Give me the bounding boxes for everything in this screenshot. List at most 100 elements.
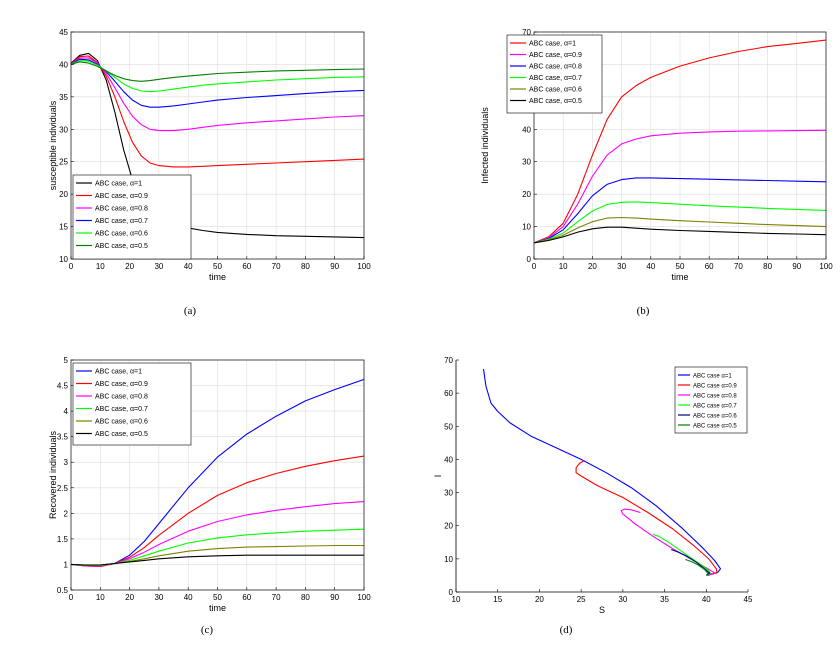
panel-d-phase-portrait: 10 15 20 25 30 35 40 45010203040506070SI(d)ABC … xyxy=(433,356,753,636)
x-tick-label: 40 xyxy=(184,262,193,271)
y-tick-label: 30 xyxy=(444,489,453,498)
x-tick-label: 25 xyxy=(577,595,586,604)
x-tick-label: 0 xyxy=(69,593,74,602)
legend-entry-2: ABC case α=0.9 xyxy=(693,384,737,390)
series-line-3 xyxy=(533,177,827,244)
y-tick-label: 10 xyxy=(522,223,531,232)
series-line-5 xyxy=(533,216,827,244)
panel-caption: (d) xyxy=(560,624,573,636)
series-line-6 xyxy=(685,558,709,576)
x-tick-label: 15 xyxy=(493,595,502,604)
y-tick-label: 0.5 xyxy=(57,586,69,595)
panel-caption: (c) xyxy=(201,624,214,636)
legend-entry-5: ABC case α=0.6 xyxy=(693,414,737,420)
legend-entry-6: ABC case, α=0.5 xyxy=(95,431,148,438)
series-line-4 xyxy=(652,533,712,576)
y-axis-label: susceptible individuals xyxy=(48,100,58,190)
legend-entry-6: ABC case α=0.5 xyxy=(693,424,737,430)
y-tick-label: 10 xyxy=(444,555,453,564)
legend-entry-6: ABC case, α=0.5 xyxy=(95,243,148,250)
y-tick-label: 15 xyxy=(59,223,68,232)
x-tick-label: 45 xyxy=(744,595,753,604)
legend-entry-2: ABC case, α=0.9 xyxy=(529,52,582,59)
y-tick-label: 4.5 xyxy=(57,382,69,391)
x-tick-label: 100 xyxy=(819,262,833,271)
y-tick-label: 10 xyxy=(59,255,68,264)
y-tick-label: 60 xyxy=(444,389,453,398)
x-tick-label: 50 xyxy=(676,262,685,271)
legend-entry-2: ABC case, α=0.9 xyxy=(95,193,148,200)
y-tick-label: 40 xyxy=(59,60,68,69)
x-tick-label: 0 xyxy=(532,262,537,271)
x-tick-label: 70 xyxy=(272,262,281,271)
x-tick-label: 90 xyxy=(792,262,801,271)
x-tick-label: 100 xyxy=(357,593,371,602)
series-line-2 xyxy=(533,129,827,244)
series-line-1 xyxy=(482,368,722,576)
legend-entry-4: ABC case, α=0.7 xyxy=(95,406,148,413)
y-tick-label: 5 xyxy=(64,356,69,365)
series-line-6 xyxy=(533,226,827,244)
legend-entry-5: ABC case, α=0.6 xyxy=(95,231,148,238)
x-tick-label: 10 xyxy=(96,262,105,271)
x-tick-label: 60 xyxy=(242,593,251,602)
x-tick-label: 40 xyxy=(702,595,711,604)
legend-entry-1: ABC case, α=1 xyxy=(529,41,576,48)
legend-entry-1: ABC case, α=1 xyxy=(95,181,142,188)
legend-entry-2: ABC case, α=0.9 xyxy=(95,381,148,388)
x-tick-label: 100 xyxy=(357,262,371,271)
panel-b-infected-chart: 0102030405060708090100010203040506070tim… xyxy=(480,28,833,317)
x-tick-label: 80 xyxy=(301,593,310,602)
x-tick-label: 20 xyxy=(125,593,134,602)
legend: ABC case, α=1 ABC case, α=0.9 ABC case, α=… xyxy=(72,174,192,260)
y-tick-label: 3.5 xyxy=(57,433,69,442)
y-tick-label: 50 xyxy=(444,422,453,431)
x-axis-label: time xyxy=(671,272,688,282)
y-tick-label: 0 xyxy=(527,255,532,264)
x-tick-label: 50 xyxy=(213,593,222,602)
legend-entry-4: ABC case, α=0.7 xyxy=(529,75,582,82)
y-tick-label: 2 xyxy=(64,509,69,518)
y-tick-label: 45 xyxy=(59,28,68,37)
legend: ABC case, α=1 ABC case, α=0.9 ABC case, α=… xyxy=(72,362,192,446)
x-tick-label: 10 xyxy=(452,595,461,604)
x-tick-label: 10 xyxy=(559,262,568,271)
legend: ABC case, α=1 ABC case, α=0.9 ABC case, α=… xyxy=(506,34,603,114)
y-axis-label: I xyxy=(433,475,443,478)
series-line-6 xyxy=(70,554,364,566)
y-tick-label: 40 xyxy=(522,125,531,134)
legend-entry-3: ABC case, α=0.8 xyxy=(529,64,582,71)
legend-entry-1: ABC case, α=1 xyxy=(95,369,142,376)
y-tick-label: 20 xyxy=(522,190,531,199)
legend-entry-3: ABC case, α=0.8 xyxy=(95,206,148,213)
legend-entry-6: ABC case, α=0.5 xyxy=(529,98,582,105)
legend-entry-5: ABC case, α=0.6 xyxy=(529,87,582,94)
x-tick-label: 0 xyxy=(69,262,74,271)
y-tick-label: 35 xyxy=(59,93,68,102)
y-axis-label: Recovered individuals xyxy=(48,430,58,519)
legend-entry-3: ABC case, α=0.8 xyxy=(95,394,148,401)
x-tick-label: 30 xyxy=(154,262,163,271)
x-tick-label: 60 xyxy=(242,262,251,271)
legend-entry-3: ABC case α=0.8 xyxy=(693,394,737,400)
series-line-3 xyxy=(70,57,365,132)
x-tick-label: 80 xyxy=(763,262,772,271)
y-tick-label: 4 xyxy=(64,407,69,416)
x-tick-label: 35 xyxy=(660,595,669,604)
series-line-2 xyxy=(575,459,718,576)
y-tick-label: 0 xyxy=(449,588,454,597)
y-tick-label: 3 xyxy=(64,458,69,467)
x-axis-label: S xyxy=(599,605,605,615)
legend-entry-1: ABC case α=1 xyxy=(693,374,732,380)
y-tick-label: 30 xyxy=(522,158,531,167)
y-tick-label: 1 xyxy=(64,560,69,569)
y-tick-label: 20 xyxy=(59,190,68,199)
y-tick-label: 30 xyxy=(59,125,68,134)
legend: ABC case α=1 ABC case α=0.9 ABC case α=0.8… xyxy=(674,366,748,434)
panel-c-recovered-chart: 0 10 20 30 40 50 60 70 80 90 100 0.5 1 1.5 2 2.5 3 3.5 4 4.… xyxy=(48,356,371,636)
x-axis-label: time xyxy=(209,603,226,613)
x-tick-label: 50 xyxy=(213,262,222,271)
series-line-5 xyxy=(70,59,365,93)
x-tick-label: 60 xyxy=(705,262,714,271)
